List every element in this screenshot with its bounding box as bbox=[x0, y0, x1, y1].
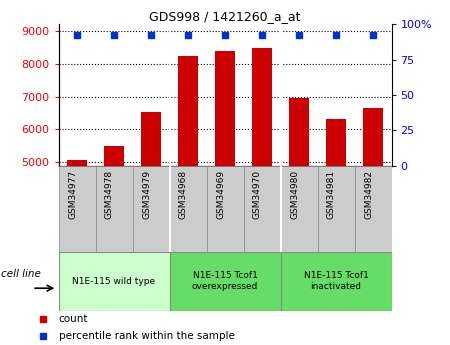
Text: GSM34979: GSM34979 bbox=[142, 170, 151, 219]
Bar bbox=[215, 51, 235, 166]
Bar bbox=[252, 48, 272, 166]
Bar bbox=[355, 166, 392, 252]
Text: GSM34978: GSM34978 bbox=[105, 170, 114, 219]
Bar bbox=[95, 166, 132, 252]
Bar bbox=[178, 56, 198, 166]
Bar bbox=[132, 166, 170, 252]
Bar bbox=[243, 166, 280, 252]
Text: GSM34982: GSM34982 bbox=[364, 170, 373, 219]
Text: percentile rank within the sample: percentile rank within the sample bbox=[58, 332, 234, 341]
Bar bbox=[170, 166, 207, 252]
Bar bbox=[326, 119, 346, 166]
Title: GDS998 / 1421260_a_at: GDS998 / 1421260_a_at bbox=[149, 10, 301, 23]
Bar bbox=[170, 252, 280, 310]
Text: N1E-115 Tcof1
overexpressed: N1E-115 Tcof1 overexpressed bbox=[192, 272, 258, 291]
Bar bbox=[280, 166, 318, 252]
Text: N1E-115 wild type: N1E-115 wild type bbox=[72, 277, 156, 286]
Bar bbox=[363, 108, 383, 166]
Bar bbox=[141, 112, 161, 166]
Bar bbox=[58, 252, 170, 310]
Bar bbox=[318, 166, 355, 252]
Bar bbox=[280, 252, 392, 310]
Bar bbox=[58, 166, 95, 252]
Bar bbox=[207, 166, 243, 252]
Text: GSM34980: GSM34980 bbox=[290, 170, 299, 219]
Text: GSM34981: GSM34981 bbox=[327, 170, 336, 219]
Text: GSM34977: GSM34977 bbox=[68, 170, 77, 219]
Text: count: count bbox=[58, 314, 88, 324]
Text: cell line: cell line bbox=[1, 269, 41, 279]
Text: GSM34970: GSM34970 bbox=[253, 170, 262, 219]
Text: N1E-115 Tcof1
inactivated: N1E-115 Tcof1 inactivated bbox=[304, 272, 369, 291]
Bar bbox=[67, 160, 87, 166]
Text: GSM34968: GSM34968 bbox=[179, 170, 188, 219]
Bar bbox=[289, 98, 309, 166]
Bar bbox=[104, 146, 124, 166]
Text: GSM34969: GSM34969 bbox=[216, 170, 225, 219]
